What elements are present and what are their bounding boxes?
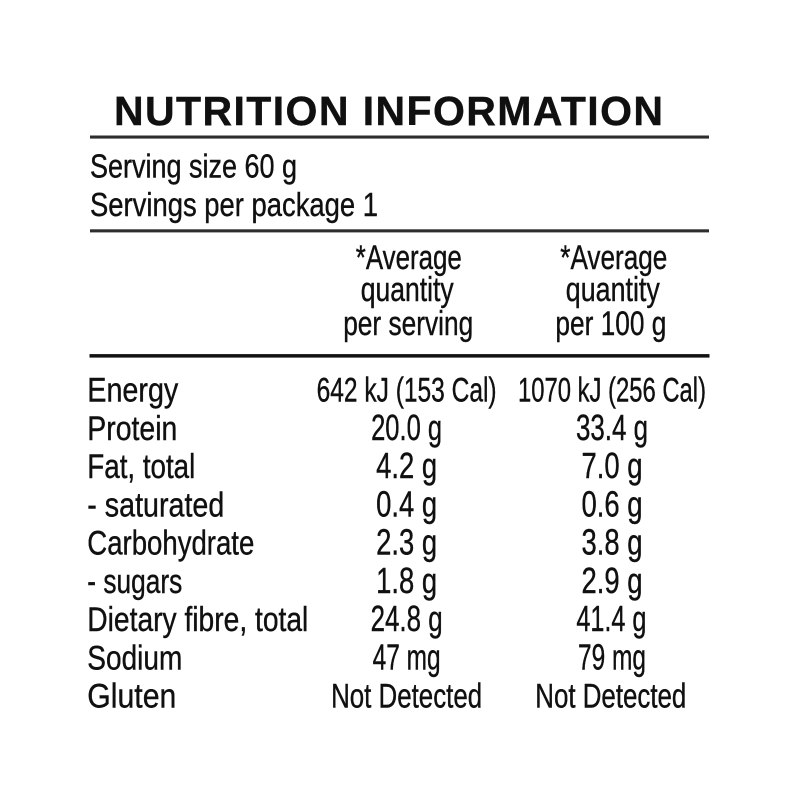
svg-text:Energy: Energy xyxy=(87,372,179,410)
svg-text:per 100 g: per 100 g xyxy=(555,305,666,343)
svg-text:- saturated: - saturated xyxy=(87,486,224,524)
svg-text:79 mg: 79 mg xyxy=(578,636,646,677)
svg-text:24.8 g: 24.8 g xyxy=(371,598,443,639)
svg-text:0.4 g: 0.4 g xyxy=(376,483,437,524)
svg-text:Fat, total: Fat, total xyxy=(87,448,195,486)
svg-text:3.8 g: 3.8 g xyxy=(582,522,643,563)
svg-text:Servings per package 1: Servings per package 1 xyxy=(90,187,378,224)
svg-text:642 kJ (153 Cal): 642 kJ (153 Cal) xyxy=(317,372,497,410)
svg-text:quantity: quantity xyxy=(566,271,661,309)
svg-text:1070 kJ (256 Cal): 1070 kJ (256 Cal) xyxy=(518,372,706,410)
svg-text:per serving: per serving xyxy=(343,305,473,343)
svg-text:Not Detected: Not Detected xyxy=(331,678,482,716)
svg-text:1.8 g: 1.8 g xyxy=(376,560,437,601)
svg-text:Serving size 60 g: Serving size 60 g xyxy=(90,149,297,186)
svg-text:*Average: *Average xyxy=(560,239,667,277)
svg-text:Not Detected: Not Detected xyxy=(535,678,686,716)
svg-text:2.3 g: 2.3 g xyxy=(376,522,437,563)
svg-text:*Average: *Average xyxy=(356,239,462,277)
svg-text:41.4 g: 41.4 g xyxy=(576,598,646,639)
svg-text:7.0 g: 7.0 g xyxy=(582,445,643,486)
svg-text:33.4 g: 33.4 g xyxy=(576,407,648,448)
svg-text:0.6 g: 0.6 g xyxy=(582,483,643,524)
svg-text:2.9 g: 2.9 g xyxy=(582,560,643,601)
svg-text:quantity: quantity xyxy=(361,271,455,309)
svg-text:Sodium: Sodium xyxy=(87,639,182,677)
svg-text:- sugars: - sugars xyxy=(87,563,182,601)
svg-text:Carbohydrate: Carbohydrate xyxy=(87,525,254,563)
svg-text:Dietary fibre, total: Dietary fibre, total xyxy=(87,601,308,639)
svg-text:4.2 g: 4.2 g xyxy=(376,445,437,486)
svg-text:Gluten: Gluten xyxy=(87,678,176,716)
svg-text:47 mg: 47 mg xyxy=(373,636,441,677)
svg-text:Protein: Protein xyxy=(87,410,177,448)
svg-text:20.0 g: 20.0 g xyxy=(371,407,442,448)
svg-text:NUTRITION INFORMATION: NUTRITION INFORMATION xyxy=(114,88,663,134)
